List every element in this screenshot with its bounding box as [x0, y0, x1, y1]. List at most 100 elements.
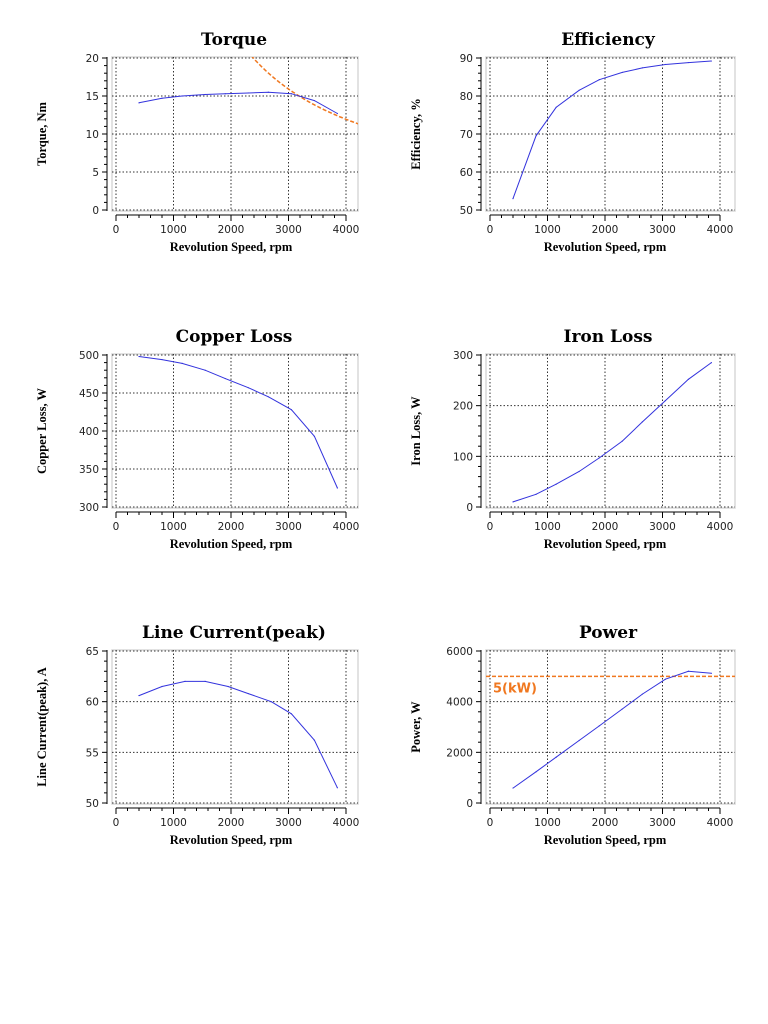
x-tick-label: 4000 [333, 521, 360, 533]
x-tick-label: 0 [487, 817, 494, 829]
y-axis-label: Line Current(peak), A [35, 667, 49, 787]
x-tick-label: 1000 [160, 224, 187, 236]
y-tick-label: 5 [92, 167, 99, 179]
x-tick-label: 0 [113, 224, 120, 236]
data-point [247, 692, 249, 695]
data-point [224, 377, 226, 380]
data-point [598, 79, 600, 81]
plot-area [138, 57, 358, 125]
y-tick-label: 70 [460, 129, 473, 141]
x-tick-label: 1000 [160, 521, 187, 533]
plot-area [486, 670, 735, 789]
chart-title: Copper Loss [176, 327, 293, 347]
chart-title: Torque [201, 30, 267, 50]
x-axis-label: Revolution Speed, rpm [170, 833, 293, 847]
chart-efficiency: Efficiency 50 60 70 80 90 0 1000 2000 3000 4000 Rev… [409, 30, 736, 254]
constant-power-curve [251, 57, 358, 125]
data-point [598, 725, 600, 727]
data-point [336, 112, 338, 115]
x-tick-label: 4000 [333, 817, 360, 829]
y-tick-label: 0 [92, 205, 99, 217]
data-point [664, 63, 666, 66]
data-point [555, 106, 557, 108]
data-point [687, 61, 689, 64]
chart-power: Power 0 2000 4000 6000 0 1000 2000 3000 4000 Revol… [409, 623, 736, 847]
y-axis-label: Power, W [409, 701, 423, 753]
x-tick-label: 2000 [218, 224, 245, 236]
data-point [621, 708, 623, 710]
y-tick-label: 0 [466, 502, 473, 514]
plot-frame [485, 649, 736, 805]
x-tick-label: 4000 [707, 521, 734, 533]
x-tick-label: 1000 [160, 817, 187, 829]
data-point [204, 680, 206, 683]
y-tick-label: 350 [79, 464, 99, 476]
plot-frame [111, 649, 359, 805]
y-tick-label: 15 [86, 91, 99, 103]
data-point [512, 787, 514, 789]
x-tick-label: 0 [487, 521, 494, 533]
data-point [184, 680, 186, 683]
y-tick-label: 6000 [446, 646, 473, 658]
y-tick-label: 80 [460, 91, 473, 103]
x-axis-label: Revolution Speed, rpm [544, 240, 667, 254]
plot-frame [485, 56, 736, 212]
data-point [641, 693, 643, 695]
x-tick-label: 2000 [218, 521, 245, 533]
data-point [181, 362, 183, 364]
x-tick-label: 3000 [649, 817, 676, 829]
data-point [227, 685, 229, 688]
data-point [247, 387, 249, 389]
data-point [270, 701, 272, 703]
x-axis-label: Revolution Speed, rpm [170, 537, 293, 551]
data-point [290, 409, 292, 411]
y-tick-label: 90 [460, 53, 473, 65]
data-point [138, 694, 140, 697]
data-point [598, 457, 600, 459]
chart-torque: Torque 0 5 10 15 20 0 1000 2000 3000 4000 Revolutio… [35, 30, 360, 254]
x-tick-label: 4000 [707, 224, 734, 236]
chart-title: Efficiency [561, 30, 656, 50]
x-tick-label: 0 [113, 817, 120, 829]
data-point [710, 60, 712, 62]
x-tick-label: 0 [487, 224, 494, 236]
y-axis-label: Copper Loss, W [35, 387, 49, 474]
data-point [535, 771, 537, 773]
data-point [512, 501, 514, 503]
y-tick-label: 20 [86, 53, 99, 65]
plot-frame [485, 353, 736, 509]
chart-title: Iron Loss [564, 327, 653, 347]
data-point [290, 93, 292, 95]
data-point [181, 95, 183, 97]
y-tick-label: 60 [86, 697, 99, 709]
plot-area [138, 355, 338, 489]
y-tick-label: 50 [460, 205, 473, 217]
x-tick-label: 4000 [333, 224, 360, 236]
series-line [138, 680, 338, 789]
plot-area [512, 362, 712, 503]
y-tick-label: 300 [79, 502, 99, 514]
data-point [664, 400, 666, 402]
y-tick-label: 500 [79, 350, 99, 362]
data-point [578, 89, 580, 91]
data-point [641, 421, 643, 423]
y-tick-label: 4000 [446, 697, 473, 709]
series-line [512, 670, 712, 789]
y-tick-label: 100 [453, 451, 473, 463]
plot-area [138, 680, 338, 789]
y-tick-label: 0 [466, 798, 473, 810]
y-tick-label: 450 [79, 388, 99, 400]
data-point [664, 678, 666, 680]
x-axis-label: Revolution Speed, rpm [170, 240, 293, 254]
data-point [313, 739, 315, 741]
data-point [224, 93, 226, 95]
x-tick-label: 3000 [275, 224, 302, 236]
data-point [247, 92, 249, 94]
y-axis-label: Torque, Nm [35, 101, 49, 165]
x-tick-label: 4000 [707, 817, 734, 829]
data-point [535, 135, 537, 137]
x-tick-label: 1000 [534, 521, 561, 533]
x-tick-label: 1000 [534, 817, 561, 829]
data-point [555, 483, 557, 485]
